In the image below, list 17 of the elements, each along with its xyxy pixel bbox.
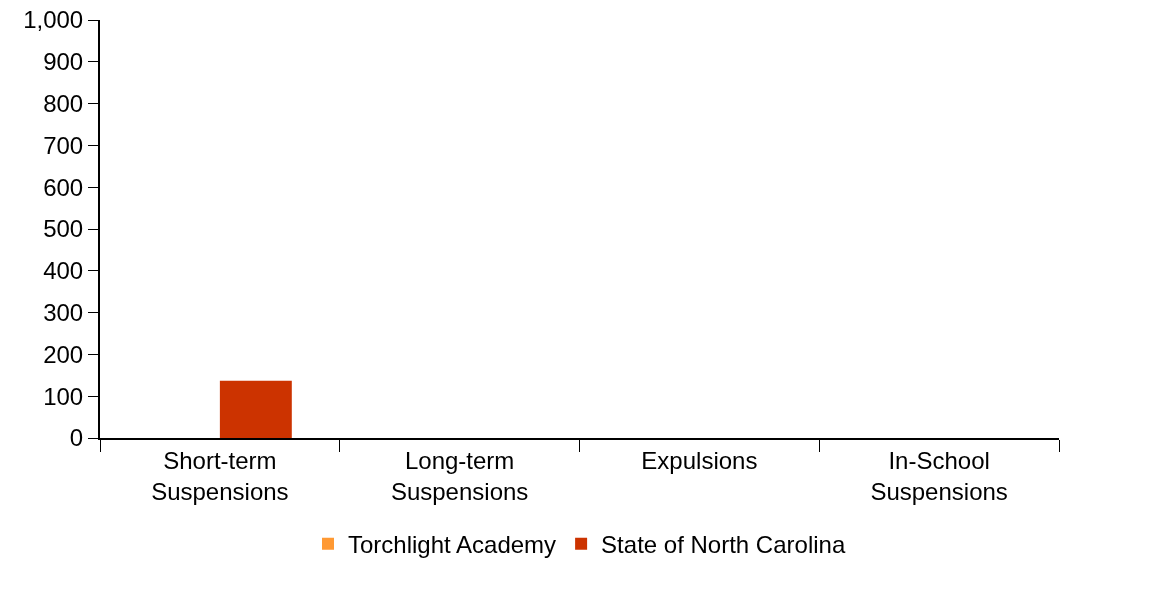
x-tick-label: In-School Suspensions [870, 446, 1008, 505]
y-tick-label: 400 [43, 257, 84, 285]
x-tick-label: Short-term Suspensions [151, 446, 289, 505]
y-tick-label: 700 [43, 131, 84, 159]
y-tick-label: 800 [43, 90, 84, 117]
y-tick-label: 1,000 [23, 6, 84, 34]
x-tick-label: Long-term Suspensions [390, 446, 529, 505]
x-tick-label: Expulsions [641, 446, 758, 474]
legend-label: State of North Carolina [601, 531, 846, 559]
legend-label: Torchlight Academy [348, 531, 557, 559]
y-tick-label: 900 [43, 48, 84, 76]
y-tick-label: 0 [69, 424, 84, 452]
y-tick-label: 200 [43, 340, 84, 368]
y-tick-label: 100 [43, 382, 84, 410]
y-tick-label: 500 [43, 215, 84, 243]
y-tick-label: 600 [43, 173, 84, 201]
y-tick-label: 300 [43, 299, 84, 326]
